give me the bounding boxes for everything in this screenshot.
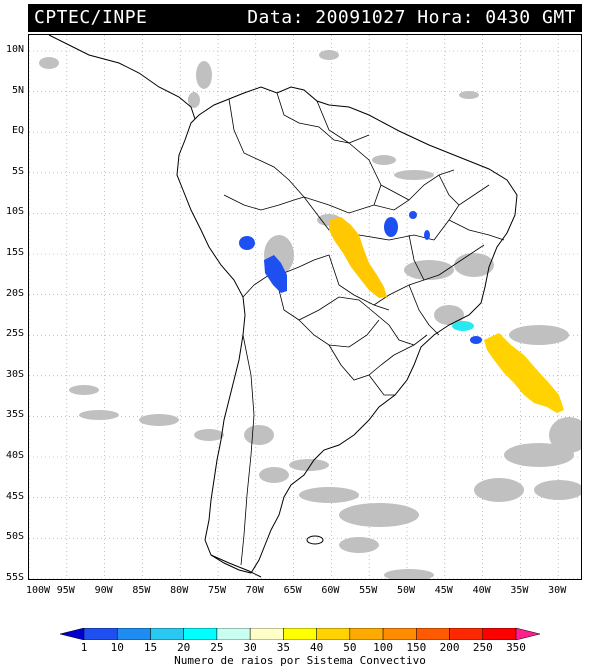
lon-tick-label: 50W (396, 585, 416, 596)
colorbar-segment (216, 628, 251, 640)
lon-tick-label: 90W (94, 585, 113, 596)
colorbar-label: 100 (373, 641, 393, 654)
lat-tick-label: 35S (5, 409, 24, 421)
yellow-system-atlantic (484, 333, 564, 413)
colorbar-label: 200 (439, 641, 460, 654)
blue-system-bolivia (264, 255, 287, 293)
colorbar-segment (316, 628, 351, 640)
colorbar-label: 350 (506, 641, 526, 654)
colorbar-label: 40 (309, 641, 324, 654)
blue-system-goias (384, 217, 398, 237)
falkland-islands (306, 535, 324, 545)
colorbar-segment (482, 628, 517, 640)
blue-system-sao-paulo (470, 336, 482, 344)
lon-tick-label: 65W (283, 585, 302, 596)
map-canvas (29, 35, 581, 579)
cloud-cover (39, 50, 581, 579)
convective-systems (239, 211, 564, 413)
lat-tick-label: 40S (5, 450, 24, 461)
colorbar-label: 30 (243, 641, 257, 654)
lat-tick-label: 15S (5, 247, 24, 258)
central-america-coast (48, 35, 196, 120)
tierra-del-fuego-coast (210, 554, 262, 578)
lon-tick-label: 75W (207, 585, 227, 596)
colorbar-label: 250 (472, 641, 493, 654)
colorbar-label: 10 (110, 641, 124, 654)
lon-tick-label: 80W (170, 585, 189, 596)
header-source: CPTEC/INPE (34, 7, 148, 28)
colorbar-segment (515, 628, 540, 640)
lon-tick-label: 95W (56, 585, 75, 596)
colorbar-segment (150, 628, 184, 640)
colorbar (60, 628, 540, 640)
colorbar-label: 20 (177, 641, 191, 654)
longitude-labels: 100W 95W 90W 85W 80W 75W 70W 65W 60W 55W 50W 45W 40W… (25, 585, 582, 599)
lat-tick-label: 30S (5, 368, 24, 380)
colorbar-label: 25 (210, 641, 224, 654)
lon-tick-label: 35W (510, 585, 529, 596)
lon-tick-label: 60W (321, 585, 340, 596)
lat-tick-label: 10S (5, 206, 24, 218)
south-america-outline (176, 86, 518, 574)
lon-tick-label: 45W (434, 585, 453, 596)
lon-tick-label: 55W (359, 585, 378, 596)
colorbar-segment (283, 628, 317, 640)
blue-system-goias-east (424, 230, 430, 240)
lat-tick-label: 5N (11, 84, 24, 96)
colorbar-segment (416, 628, 450, 640)
latitude-labels: 10N 5N EQ 5S 10S 15S 20S 25S 30S 35S 40S 45S 50S 55S (0, 34, 26, 583)
lat-tick-label: 25S (5, 328, 24, 340)
coastlines (48, 35, 518, 578)
lon-tick-label: 85W (132, 585, 151, 596)
lat-tick-label: EQ (11, 125, 24, 137)
blue-system-goias-small (409, 211, 417, 219)
lat-tick-label: 45S (5, 490, 24, 502)
colorbar-segment (349, 628, 384, 640)
colorbar-label: 150 (406, 641, 427, 654)
colorbar-label: 15 (143, 641, 158, 654)
colorbar-label: 50 (343, 641, 357, 654)
lon-tick-label: 70W (245, 585, 264, 596)
blue-system-bolivia-small (239, 236, 255, 250)
lat-tick-label: 10N (5, 44, 24, 55)
yellow-system-central (329, 217, 387, 298)
lat-tick-label: 5S (11, 165, 24, 177)
colorbar-title: Numero de raios por Sistema Convectivo (174, 654, 426, 667)
lat-tick-label: 20S (5, 287, 24, 299)
colorbar-segment (60, 628, 85, 640)
colorbar-label: 1 (80, 641, 88, 654)
lon-tick-label: 40W (472, 585, 491, 596)
map-header: CPTEC/INPE Data: 20091027 Hora: 0430 GMT (28, 4, 582, 32)
lat-tick-label: 55S (5, 571, 24, 583)
colorbar-label: 35 (276, 641, 290, 654)
colorbar-segment (116, 628, 151, 640)
cyan-system-sao-paulo (452, 321, 474, 331)
colorbar-segment (249, 628, 284, 640)
header-datetime: Data: 20091027 Hora: 0430 GMT (247, 7, 576, 28)
map-panel (28, 34, 582, 580)
colorbar-segment (83, 628, 118, 640)
colorbar-segment (449, 628, 484, 640)
country-borders (223, 92, 505, 566)
lon-tick-label: 100W (25, 585, 51, 596)
colorbar-labels: 1 10 15 20 25 30 35 40 50 100 150 200 250 350 (60, 641, 540, 654)
colorbar-segment (183, 628, 218, 640)
colorbar-segment (382, 628, 417, 640)
lon-tick-label: 30W (548, 585, 567, 596)
lat-tick-label: 50S (5, 531, 24, 543)
